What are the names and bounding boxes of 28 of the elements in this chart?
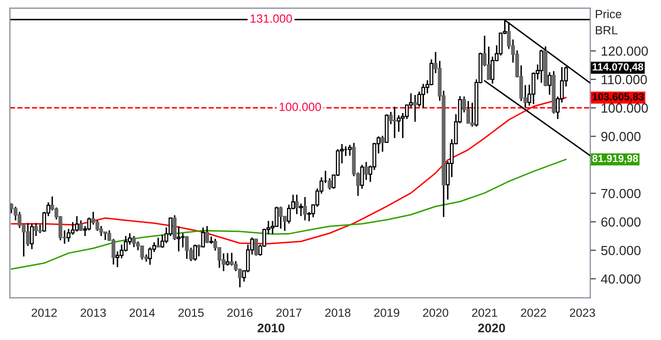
ref-line-label: 100.000 — [280, 102, 321, 112]
x-tick-label: 2023 — [570, 308, 595, 317]
x-tick-label: 2013 — [80, 308, 106, 317]
x-tick-label: 2020 — [423, 308, 448, 317]
annotation: 114.070,48 — [592, 63, 644, 72]
x-tick-label: 2012 — [32, 308, 57, 317]
x-tick-label: 2014 — [130, 308, 155, 317]
y-axis-title: Price BRL — [596, 10, 622, 34]
x-tick-label: 2021 — [472, 308, 498, 317]
annotation: 81.919,98 — [592, 154, 638, 164]
ref-line-label: 131.000 — [250, 14, 292, 23]
annotation: 103.605,83 — [592, 93, 644, 102]
text: 2020 — [478, 324, 506, 332]
y-tick-label: 100.000 — [602, 103, 648, 113]
y-tick-label: 120.000 — [602, 46, 648, 56]
x-tick-label: 2022 — [520, 308, 546, 317]
y-tick-label: 50.000 — [601, 246, 641, 256]
x-tick-label: 2016 — [227, 308, 252, 317]
y-tick-label: 40.000 — [600, 274, 641, 284]
y-tick-label: 70.000 — [601, 188, 641, 198]
x-tick-label: 2019 — [374, 308, 400, 317]
x-tick-label: 2015 — [178, 308, 204, 317]
y-tick-label: 110.000 — [602, 74, 647, 84]
y-tick-label: 90.000 — [601, 132, 641, 142]
x-tick-label: 2017 — [276, 308, 302, 317]
y-tick-label: 60.000 — [601, 217, 641, 227]
text: 2010 — [258, 324, 284, 332]
x-tick-label: 2018 — [325, 308, 350, 317]
